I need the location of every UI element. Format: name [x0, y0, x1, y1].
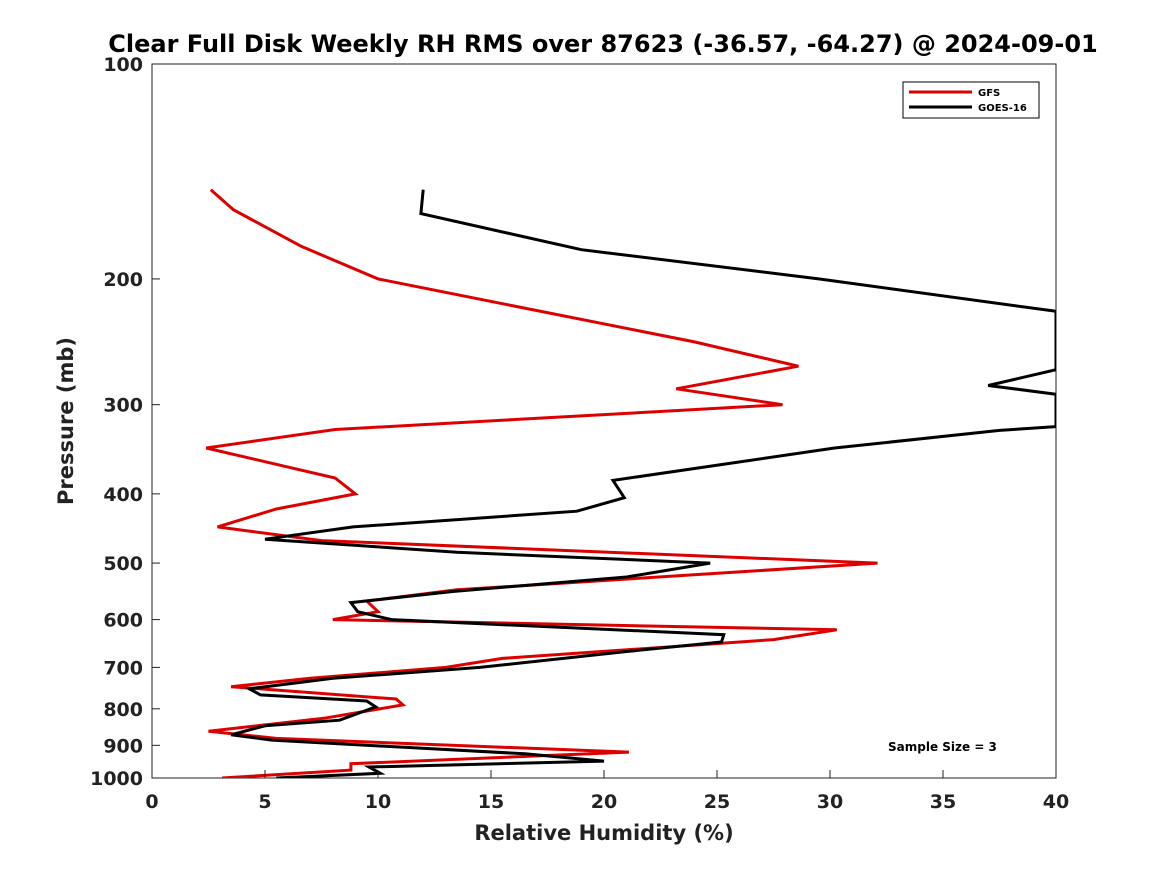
x-tick-label: 5: [258, 791, 271, 813]
legend-box: [902, 81, 1040, 119]
y-tick-label: 500: [103, 553, 143, 575]
y-tick-label: 600: [103, 610, 143, 632]
x-tick-label: 35: [930, 791, 956, 813]
legend-label-gfs: GFS: [978, 88, 1000, 99]
y-tick-label: 200: [103, 269, 143, 291]
y-tick-label: 100: [103, 54, 143, 76]
y-tick-label: 800: [103, 699, 143, 721]
x-tick-label: 25: [704, 791, 730, 813]
x-axis-label: Relative Humidity (%): [474, 821, 733, 845]
series-layer: [205, 188, 1056, 778]
legend-label-goes-16: GOES-16: [978, 103, 1027, 114]
x-tick-label: 40: [1043, 791, 1069, 813]
y-axis-ticks: 100 200 300 400 500 600 700 800 900 1000: [90, 54, 160, 790]
x-tick-label: 15: [478, 791, 504, 813]
x-tick-label: 20: [591, 791, 617, 813]
legend: GFS GOES-16: [902, 81, 1040, 119]
x-axis-ticks: 0 5 10 15 20 25 30 35 40: [145, 770, 1069, 813]
y-tick-label: 400: [103, 484, 143, 506]
plot-area: [151, 63, 1057, 779]
sample-size-annotation: Sample Size = 3: [888, 740, 997, 754]
y-tick-label: 1000: [90, 768, 143, 790]
x-tick-label: 10: [365, 791, 391, 813]
x-tick-label: 0: [145, 791, 158, 813]
chart-title: Clear Full Disk Weekly RH RMS over 87623…: [108, 30, 1097, 58]
y-tick-label: 300: [103, 395, 143, 417]
y-axis-label: Pressure (mb): [54, 337, 78, 505]
y-tick-label: 900: [103, 735, 143, 757]
y-tick-label: 700: [103, 657, 143, 679]
series-line-goes-16: [230, 189, 1056, 778]
x-tick-label: 30: [817, 791, 843, 813]
